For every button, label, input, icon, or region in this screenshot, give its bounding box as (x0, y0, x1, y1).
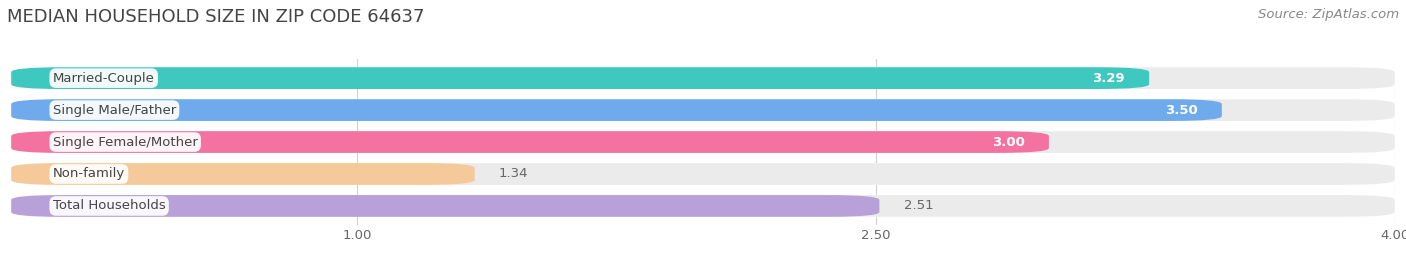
Text: 3.00: 3.00 (991, 136, 1025, 148)
FancyBboxPatch shape (11, 195, 1395, 217)
Text: Total Households: Total Households (53, 199, 166, 213)
FancyBboxPatch shape (11, 99, 1222, 121)
Text: Single Male/Father: Single Male/Father (53, 104, 176, 117)
FancyBboxPatch shape (11, 163, 1395, 185)
Text: Married-Couple: Married-Couple (53, 72, 155, 85)
FancyBboxPatch shape (11, 131, 1395, 153)
Text: Non-family: Non-family (53, 168, 125, 180)
Text: Source: ZipAtlas.com: Source: ZipAtlas.com (1258, 8, 1399, 21)
FancyBboxPatch shape (11, 131, 1049, 153)
Text: Single Female/Mother: Single Female/Mother (53, 136, 198, 148)
FancyBboxPatch shape (11, 67, 1395, 89)
FancyBboxPatch shape (11, 67, 1149, 89)
Text: 1.34: 1.34 (499, 168, 529, 180)
Text: 3.29: 3.29 (1092, 72, 1125, 85)
FancyBboxPatch shape (11, 163, 475, 185)
Text: 2.51: 2.51 (904, 199, 934, 213)
FancyBboxPatch shape (11, 195, 879, 217)
Text: MEDIAN HOUSEHOLD SIZE IN ZIP CODE 64637: MEDIAN HOUSEHOLD SIZE IN ZIP CODE 64637 (7, 8, 425, 26)
FancyBboxPatch shape (11, 99, 1395, 121)
Text: 3.50: 3.50 (1164, 104, 1198, 117)
